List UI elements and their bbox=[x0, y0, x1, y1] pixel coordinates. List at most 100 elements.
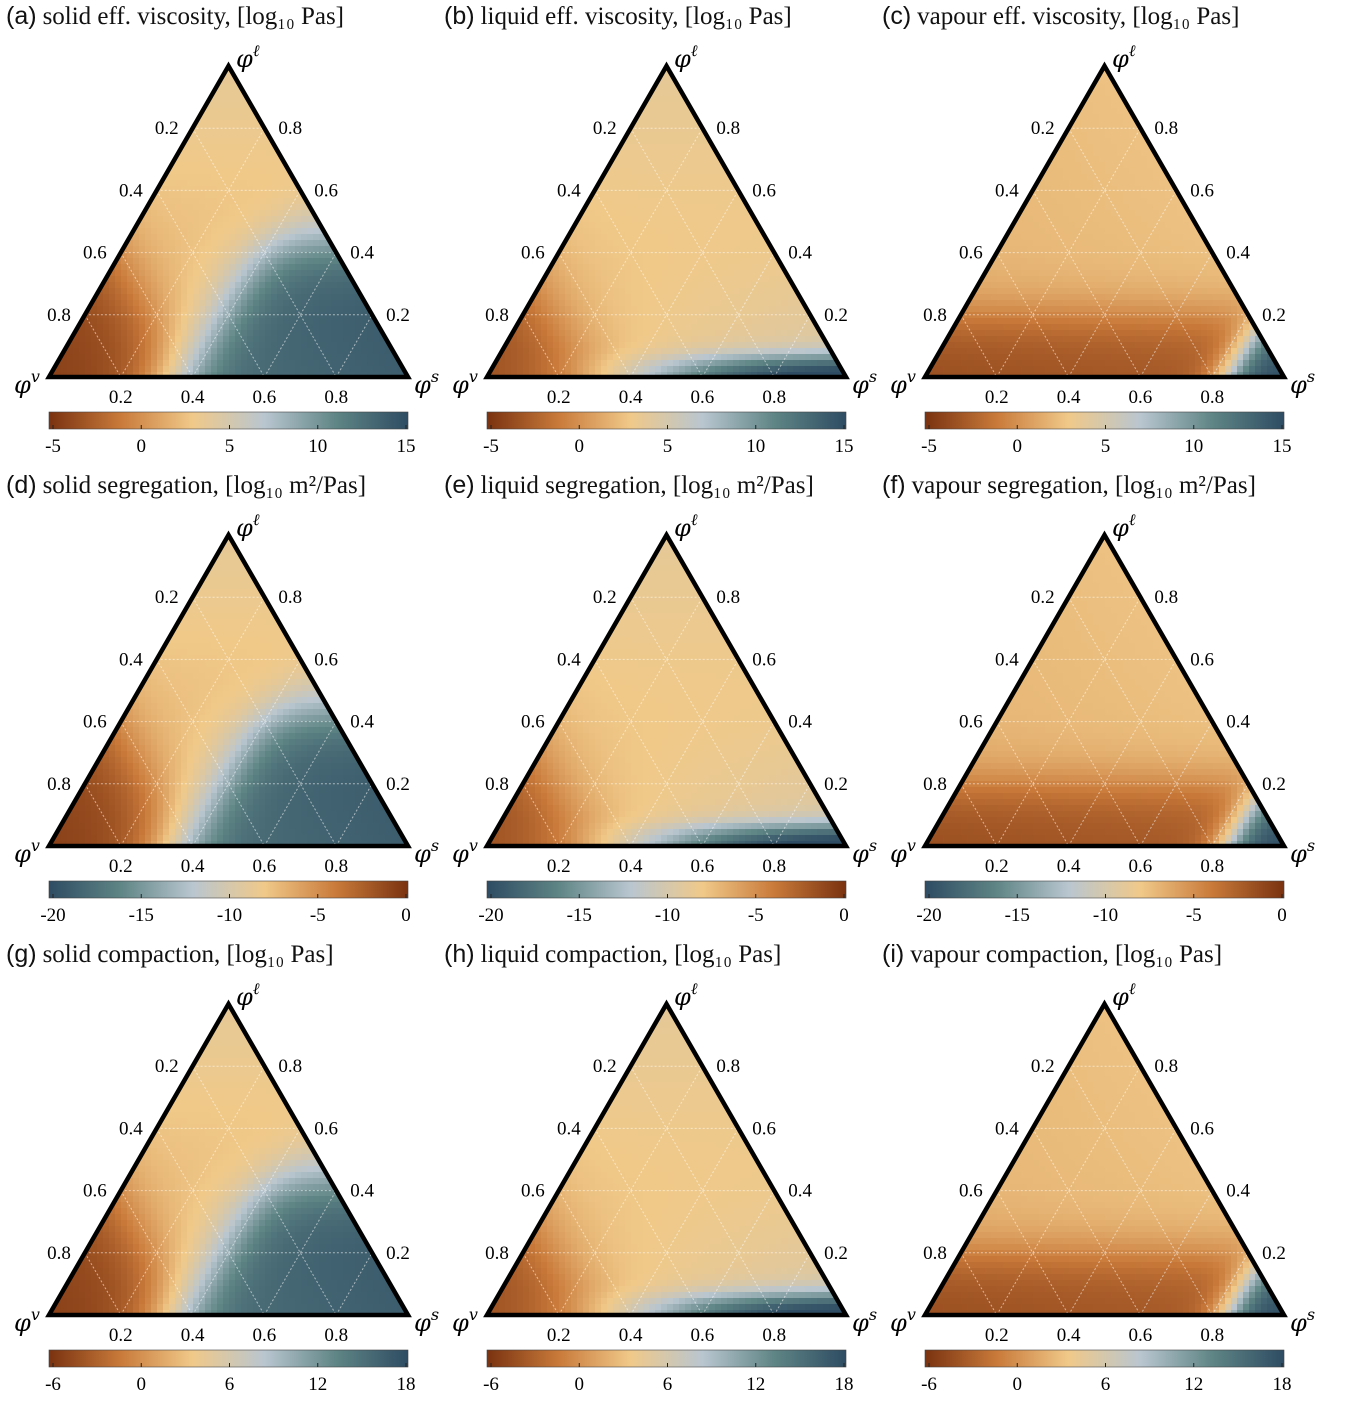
colorbar-tick-label: -15 bbox=[129, 905, 154, 926]
left-edge-tick: 0.8 bbox=[47, 1243, 71, 1264]
right-edge-tick: 0.6 bbox=[752, 649, 776, 670]
right-edge-tick: 0.2 bbox=[386, 1243, 410, 1264]
heatmap-field bbox=[487, 66, 848, 379]
ternary-plot: 0.20.20.20.40.40.40.60.60.60.80.80.8φℓφv… bbox=[438, 938, 878, 1405]
bottom-edge-tick: 0.2 bbox=[109, 856, 133, 877]
panel-c: (c)vapour eff. viscosity, [log₁₀ Pas]0.2… bbox=[876, 0, 1316, 467]
ternary-plot: 0.20.20.20.40.40.40.60.60.60.80.80.8φℓφv… bbox=[0, 469, 440, 936]
colorbar-tick-label: -15 bbox=[567, 905, 592, 926]
vertex-label-liquid: φℓ bbox=[674, 41, 698, 73]
colorbar-tick-label: -20 bbox=[40, 905, 65, 926]
bottom-edge-tick: 0.6 bbox=[691, 856, 715, 877]
colorbar-tick-label: 0 bbox=[575, 436, 585, 457]
right-edge-tick: 0.2 bbox=[824, 1243, 848, 1264]
vertex-label-solid: φs bbox=[414, 836, 439, 868]
vertex-label-solid: φs bbox=[1290, 367, 1315, 399]
left-edge-tick: 0.6 bbox=[83, 1181, 107, 1202]
bottom-edge-tick: 0.2 bbox=[547, 387, 571, 408]
left-edge-tick: 0.6 bbox=[521, 1181, 545, 1202]
colorbar-tick-label: -10 bbox=[1093, 905, 1118, 926]
right-edge-tick: 0.4 bbox=[788, 1181, 812, 1202]
left-edge-tick: 0.2 bbox=[593, 587, 617, 608]
colorbar-tick-label: 6 bbox=[225, 1374, 235, 1395]
heatmap-field bbox=[925, 66, 1286, 379]
bottom-edge-tick: 0.6 bbox=[691, 387, 715, 408]
heatmap-field bbox=[49, 535, 410, 848]
right-edge-tick: 0.6 bbox=[752, 180, 776, 201]
colorbar-tick-label: -6 bbox=[45, 1374, 61, 1395]
colorbar-tick-label: 12 bbox=[308, 1374, 327, 1395]
left-edge-tick: 0.8 bbox=[923, 774, 947, 795]
right-edge-tick: 0.6 bbox=[752, 1118, 776, 1139]
bottom-edge-tick: 0.8 bbox=[1200, 387, 1224, 408]
colorbar-tick-label: 0 bbox=[1013, 1374, 1023, 1395]
colorbar-tick-label: -10 bbox=[655, 905, 680, 926]
colorbar-tick-label: 18 bbox=[1273, 1374, 1292, 1395]
panel-e: (e)liquid segregation, [log₁₀ m²/Pas]0.2… bbox=[438, 469, 878, 936]
colorbar-tick-label: 10 bbox=[746, 436, 765, 457]
bottom-edge-tick: 0.2 bbox=[985, 387, 1009, 408]
vertex-label-solid: φs bbox=[852, 367, 877, 399]
left-edge-tick: 0.8 bbox=[47, 305, 71, 326]
left-edge-tick: 0.2 bbox=[1031, 118, 1055, 139]
bottom-edge-tick: 0.2 bbox=[109, 1325, 133, 1346]
colorbar-tick-label: -5 bbox=[310, 905, 326, 926]
vertex-label-vapour: φv bbox=[14, 1305, 40, 1337]
left-edge-tick: 0.2 bbox=[1031, 1056, 1055, 1077]
right-edge-tick: 0.2 bbox=[1262, 305, 1286, 326]
bottom-edge-tick: 0.4 bbox=[181, 387, 205, 408]
right-edge-tick: 0.8 bbox=[278, 1056, 302, 1077]
vertex-label-vapour: φv bbox=[890, 367, 916, 399]
panel-f: (f)vapour segregation, [log₁₀ m²/Pas]0.2… bbox=[876, 469, 1316, 936]
left-edge-tick: 0.4 bbox=[995, 1118, 1019, 1139]
colorbar-tick-label: 0 bbox=[401, 905, 411, 926]
colorbar-tick-label: 5 bbox=[225, 436, 235, 457]
vertex-label-liquid: φℓ bbox=[1112, 41, 1136, 73]
left-edge-tick: 0.6 bbox=[83, 712, 107, 733]
bottom-edge-tick: 0.6 bbox=[1129, 1325, 1153, 1346]
ternary-plot: 0.20.20.20.40.40.40.60.60.60.80.80.8φℓφv… bbox=[0, 0, 440, 467]
right-edge-tick: 0.6 bbox=[1190, 180, 1214, 201]
bottom-edge-tick: 0.8 bbox=[762, 1325, 786, 1346]
right-edge-tick: 0.8 bbox=[278, 587, 302, 608]
ternary-plot: 0.20.20.20.40.40.40.60.60.60.80.80.8φℓφv… bbox=[876, 0, 1316, 467]
bottom-edge-tick: 0.4 bbox=[619, 856, 643, 877]
left-edge-tick: 0.8 bbox=[923, 1243, 947, 1264]
right-edge-tick: 0.4 bbox=[1226, 243, 1250, 264]
right-edge-tick: 0.2 bbox=[1262, 774, 1286, 795]
colorbar bbox=[487, 412, 846, 429]
colorbar-tick-label: -10 bbox=[217, 905, 242, 926]
colorbar-tick-label: -15 bbox=[1005, 905, 1030, 926]
left-edge-tick: 0.6 bbox=[83, 243, 107, 264]
bottom-edge-tick: 0.4 bbox=[1057, 856, 1081, 877]
left-edge-tick: 0.6 bbox=[959, 243, 983, 264]
bottom-edge-tick: 0.6 bbox=[691, 1325, 715, 1346]
bottom-edge-tick: 0.8 bbox=[762, 387, 786, 408]
colorbar-tick-label: 0 bbox=[1013, 436, 1023, 457]
colorbar-tick-label: 10 bbox=[1184, 436, 1203, 457]
colorbar-tick-label: 15 bbox=[1273, 436, 1292, 457]
vertex-label-vapour: φv bbox=[452, 836, 478, 868]
colorbar-tick-label: -6 bbox=[921, 1374, 937, 1395]
right-edge-tick: 0.4 bbox=[1226, 1181, 1250, 1202]
right-edge-tick: 0.4 bbox=[350, 243, 374, 264]
colorbar-tick-label: 0 bbox=[839, 905, 849, 926]
right-edge-tick: 0.4 bbox=[788, 243, 812, 264]
right-edge-tick: 0.8 bbox=[716, 587, 740, 608]
colorbar-tick-label: -5 bbox=[45, 436, 61, 457]
bottom-edge-tick: 0.8 bbox=[324, 1325, 348, 1346]
right-edge-tick: 0.8 bbox=[716, 118, 740, 139]
left-edge-tick: 0.4 bbox=[995, 649, 1019, 670]
colorbar-tick-label: -6 bbox=[483, 1374, 499, 1395]
right-edge-tick: 0.6 bbox=[1190, 649, 1214, 670]
vertex-label-liquid: φℓ bbox=[236, 979, 260, 1011]
bottom-edge-tick: 0.6 bbox=[253, 1325, 277, 1346]
colorbar-tick-label: -5 bbox=[1186, 905, 1202, 926]
right-edge-tick: 0.4 bbox=[1226, 712, 1250, 733]
left-edge-tick: 0.6 bbox=[959, 712, 983, 733]
vertex-label-vapour: φv bbox=[14, 367, 40, 399]
left-edge-tick: 0.4 bbox=[557, 1118, 581, 1139]
colorbar bbox=[49, 412, 408, 429]
